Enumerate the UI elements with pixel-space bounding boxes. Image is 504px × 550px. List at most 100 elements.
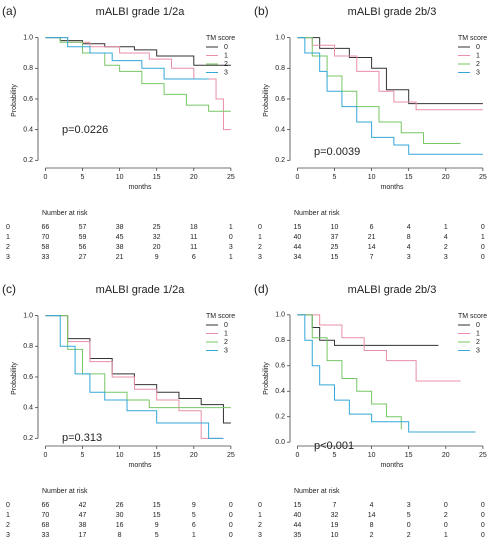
risk-group: 1 (6, 234, 10, 241)
y-tick-label: 1.0 (23, 34, 33, 41)
risk-table-title: Number at risk (294, 210, 340, 217)
legend-label: 2 (224, 61, 228, 68)
x-tick-label: 15 (405, 452, 413, 459)
risk-count: 0 (481, 254, 485, 261)
y-tick-label: 1.0 (275, 34, 285, 41)
risk-count: 10 (331, 224, 339, 231)
risk-count: 35 (294, 532, 302, 539)
risk-count: 44 (294, 522, 302, 529)
risk-count: 5 (155, 532, 159, 539)
y-tick-label: 0.8 (23, 343, 33, 350)
legend-label: 3 (224, 347, 228, 354)
risk-count: 0 (407, 522, 411, 529)
p-value: p<0.001 (314, 440, 354, 452)
x-tick-label: 10 (116, 452, 124, 459)
risk-count: 42 (79, 502, 87, 509)
risk-count: 0 (229, 234, 233, 241)
survival-curve (45, 315, 224, 439)
risk-count: 17 (79, 532, 87, 539)
y-axis-label: Probability (11, 362, 18, 395)
y-tick-label: 0.4 (23, 126, 33, 133)
x-tick-label: 5 (81, 452, 85, 459)
risk-count: 2 (444, 512, 448, 519)
risk-count: 9 (155, 522, 159, 529)
survival-curve (45, 37, 231, 131)
risk-count: 6 (192, 254, 196, 261)
risk-count: 38 (79, 522, 87, 529)
risk-count: 15 (294, 224, 302, 231)
risk-group: 2 (6, 244, 10, 251)
panel-label: (d) (254, 282, 269, 296)
risk-count: 37 (331, 234, 339, 241)
legend-label: 0 (476, 44, 480, 51)
risk-count: 3 (444, 254, 448, 261)
y-tick-label: 0.6 (23, 374, 33, 381)
risk-count: 40 (294, 512, 302, 519)
risk-count: 30 (116, 512, 124, 519)
risk-count: 2 (444, 244, 448, 251)
y-tick-label: 0.4 (23, 404, 33, 411)
risk-group: 2 (6, 522, 10, 529)
risk-count: 1 (444, 224, 448, 231)
risk-count: 4 (370, 502, 374, 509)
y-tick-label: 0.8 (275, 65, 285, 72)
risk-count: 0 (229, 532, 233, 539)
risk-count: 3 (229, 244, 233, 251)
survival-curve (45, 37, 209, 80)
y-tick-label: 0.2 (23, 435, 33, 442)
x-tick-label: 25 (479, 452, 487, 459)
legend-label: 2 (476, 61, 480, 68)
risk-count: 9 (192, 502, 196, 509)
x-tick-label: 0 (295, 174, 299, 181)
risk-group: 0 (6, 224, 10, 231)
p-value: p=0.0226 (62, 124, 108, 136)
x-axis-label: months (381, 462, 404, 469)
legend-title: TM score (458, 313, 487, 320)
risk-count: 70 (42, 234, 50, 241)
risk-count: 32 (153, 234, 161, 241)
legend-label: 0 (476, 322, 480, 329)
legend-title: TM score (206, 313, 235, 320)
risk-count: 4 (444, 234, 448, 241)
legend-label: 3 (476, 69, 480, 76)
x-tick-label: 10 (116, 174, 124, 181)
risk-group: 2 (258, 522, 262, 529)
risk-count: 0 (481, 244, 485, 251)
y-axis-label: Probability (263, 362, 270, 395)
risk-group: 0 (258, 224, 262, 231)
chart-title: mALBI grade 1/2a (96, 284, 186, 296)
risk-count: 59 (79, 234, 87, 241)
risk-count: 1 (444, 532, 448, 539)
risk-count: 7 (370, 254, 374, 261)
panel-label: (b) (254, 4, 269, 18)
risk-count: 19 (331, 522, 339, 529)
survival-curve (297, 37, 483, 111)
y-tick-label: 0.2 (275, 157, 285, 164)
risk-group: 3 (6, 532, 10, 539)
x-tick-label: 20 (442, 174, 450, 181)
risk-count: 18 (190, 224, 198, 231)
x-axis-label: months (129, 184, 152, 191)
legend-label: 3 (224, 69, 228, 76)
legend-label: 1 (476, 330, 480, 337)
panel-label: (c) (2, 282, 16, 296)
risk-count: 25 (153, 224, 161, 231)
y-tick-label: 0.6 (23, 96, 33, 103)
legend-label: 1 (224, 52, 228, 59)
risk-count: 16 (116, 522, 124, 529)
y-tick-label: 0.6 (275, 96, 285, 103)
risk-count: 5 (407, 512, 411, 519)
x-tick-label: 5 (333, 174, 337, 181)
risk-count: 4 (407, 244, 411, 251)
risk-count: 26 (116, 502, 124, 509)
risk-count: 3 (407, 254, 411, 261)
chart-title: mALBI grade 2b/3 (348, 6, 437, 18)
risk-group: 0 (258, 502, 262, 509)
risk-count: 0 (444, 522, 448, 529)
risk-count: 10 (331, 532, 339, 539)
survival-curve (297, 314, 476, 433)
risk-count: 8 (370, 522, 374, 529)
y-tick-label: 1.0 (23, 312, 33, 319)
y-tick-label: 0.8 (23, 65, 33, 72)
risk-count: 15 (294, 502, 302, 509)
